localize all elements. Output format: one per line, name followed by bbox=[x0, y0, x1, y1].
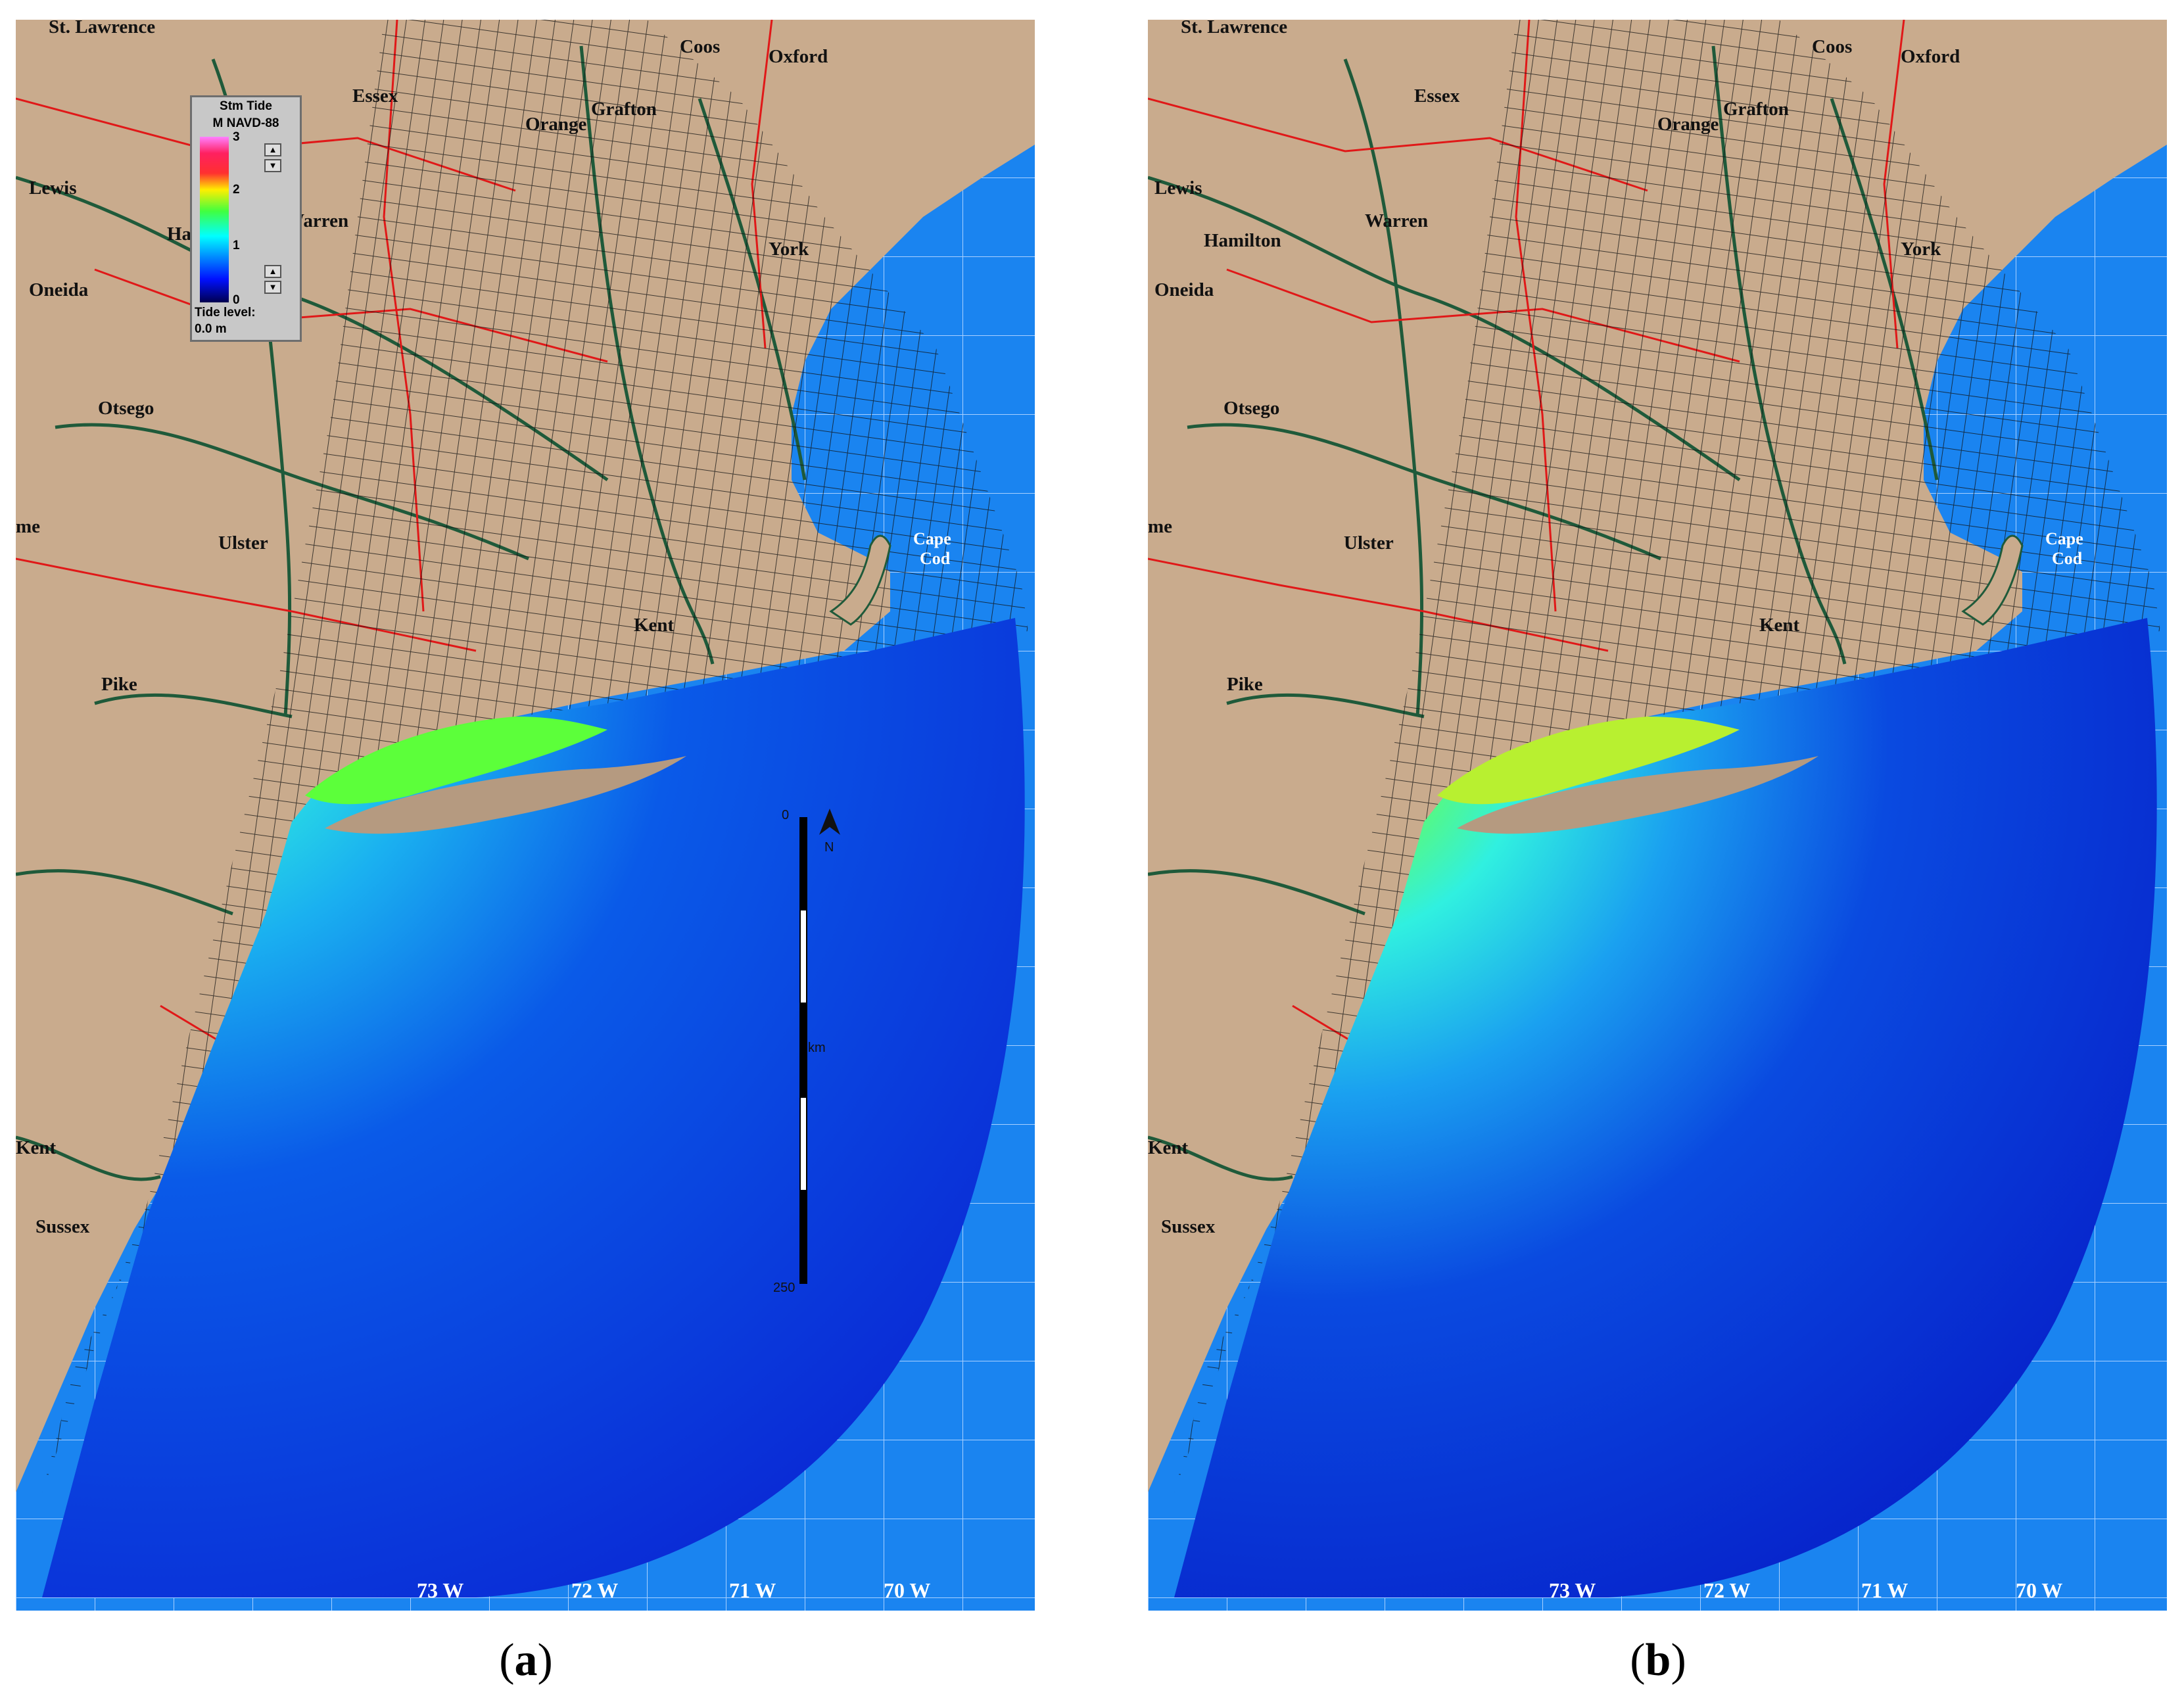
scale-unit: km bbox=[808, 1041, 826, 1055]
longitude-label: 72 W bbox=[1703, 1578, 1750, 1602]
longitude-label: 71 W bbox=[1861, 1578, 1908, 1602]
offset-down-arrow-icon[interactable]: ▼ bbox=[264, 281, 281, 294]
place-label: Pike bbox=[1227, 674, 1263, 695]
place-label: Oxford bbox=[769, 46, 828, 67]
longitude-label: 70 W bbox=[884, 1578, 930, 1602]
place-label: Ulster bbox=[1344, 532, 1394, 554]
caption-letter: b bbox=[1645, 1635, 1671, 1686]
place-label: Kent bbox=[16, 1137, 57, 1158]
longitude-label: 71 W bbox=[729, 1578, 776, 1602]
scale-up-arrow-icon[interactable]: ▲ bbox=[264, 143, 281, 156]
place-label: Orange bbox=[1657, 114, 1719, 135]
place-label: Cod bbox=[2052, 549, 2083, 568]
cape-cod bbox=[1961, 534, 2024, 626]
place-label: Lewis bbox=[29, 177, 77, 199]
place-label: Hamilton bbox=[1204, 230, 1281, 251]
legend-title: Stm Tide bbox=[220, 99, 272, 113]
map-panel-a: St. Lawrence Essex Coos Oxford Grafton O… bbox=[16, 20, 1035, 1611]
tide-level-value[interactable]: 0.0 m bbox=[195, 322, 227, 336]
legend-tick: 1 bbox=[233, 239, 240, 252]
surge-field bbox=[1174, 618, 2157, 1597]
legend-tick: 0 bbox=[233, 293, 240, 307]
place-label: Oxford bbox=[1901, 46, 1960, 67]
place-label: Pike bbox=[101, 674, 137, 695]
place-labels: St. Lawrence Essex Coos Oxford Grafton O… bbox=[16, 20, 951, 1237]
caption-a: (a) bbox=[499, 1635, 553, 1686]
place-label: Lewis bbox=[1154, 177, 1202, 199]
place-label: Grafton bbox=[591, 99, 657, 120]
place-label: York bbox=[769, 239, 809, 260]
caption-b: (b) bbox=[1630, 1635, 1686, 1686]
place-label: Essex bbox=[352, 85, 398, 106]
long-island bbox=[325, 756, 686, 834]
place-labels: St. Lawrence Essex Coos Oxford Grafton O… bbox=[1148, 20, 2083, 1237]
longitude-label: 73 W bbox=[417, 1578, 463, 1602]
tide-level-label: Tide level: bbox=[195, 306, 256, 319]
place-label: Grafton bbox=[1723, 99, 1789, 120]
place-label: Ha bbox=[167, 224, 192, 245]
place-label: Oneida bbox=[1154, 279, 1214, 300]
long-island-sound bbox=[1437, 717, 1740, 805]
storm-tide-map-a: St. Lawrence Essex Coos Oxford Grafton O… bbox=[16, 20, 1035, 1611]
place-label: Otsego bbox=[1223, 398, 1279, 419]
place-label: Coos bbox=[1812, 36, 1852, 57]
scale-down-arrow-icon[interactable]: ▼ bbox=[264, 159, 281, 172]
longitude-label: 73 W bbox=[1549, 1578, 1596, 1602]
place-label: St. Lawrence bbox=[49, 20, 155, 37]
place-label: Otsego bbox=[98, 398, 154, 419]
place-label: Kent bbox=[1148, 1137, 1189, 1158]
scale-end: 250 bbox=[773, 1281, 795, 1295]
north-label: N bbox=[824, 840, 834, 855]
model-mesh bbox=[1174, 20, 2160, 1492]
place-label: Warren bbox=[1365, 210, 1428, 231]
offset-up-arrow-icon[interactable]: ▲ bbox=[264, 265, 281, 278]
cape-cod bbox=[829, 534, 891, 626]
legend-colorbar bbox=[200, 137, 229, 302]
north-arrow-icon bbox=[819, 809, 840, 835]
longitude-label: 72 W bbox=[571, 1578, 618, 1602]
scale-start: 0 bbox=[782, 808, 789, 822]
place-label: York bbox=[1901, 239, 1941, 260]
longitude-labels: 73 W 72 W 71 W 70 W bbox=[417, 1578, 930, 1602]
legend-tick: 2 bbox=[233, 183, 240, 197]
long-island-sound bbox=[305, 717, 607, 805]
legend: Stm Tide M NAVD-88 3 2 1 0 ▲ ▼ ▲ ▼ Tide … bbox=[190, 95, 302, 342]
place-label: Kent bbox=[1759, 615, 1800, 636]
place-label: Orange bbox=[525, 114, 587, 135]
storm-tide-map-b: St. Lawrence Essex Coos Oxford Grafton O… bbox=[1148, 20, 2167, 1611]
place-label: Essex bbox=[1414, 85, 1460, 106]
long-island bbox=[1457, 756, 1818, 834]
scale-bar: 0 250 km N bbox=[773, 808, 840, 1295]
place-label: Kent bbox=[634, 615, 675, 636]
place-label: Cape bbox=[913, 529, 951, 548]
legend-tick: 3 bbox=[233, 130, 240, 144]
longitude-label: 70 W bbox=[2016, 1578, 2062, 1602]
place-label: St. Lawrence bbox=[1181, 20, 1287, 37]
place-label: Cape bbox=[2045, 529, 2083, 548]
caption-letter: a bbox=[514, 1635, 538, 1686]
place-label: me bbox=[16, 516, 40, 537]
map-panel-b: St. Lawrence Essex Coos Oxford Grafton O… bbox=[1148, 20, 2167, 1611]
place-label: Coos bbox=[680, 36, 720, 57]
place-label: Sussex bbox=[36, 1216, 90, 1237]
longitude-labels: 73 W 72 W 71 W 70 W bbox=[1549, 1578, 2062, 1602]
model-mesh bbox=[42, 20, 1028, 1492]
place-label: me bbox=[1148, 516, 1172, 537]
surge-field bbox=[42, 618, 1025, 1597]
place-label: Oneida bbox=[29, 279, 89, 300]
legend-units: M NAVD-88 bbox=[212, 116, 279, 130]
place-label: Ulster bbox=[218, 532, 268, 554]
place-label: Cod bbox=[920, 549, 951, 568]
place-label: Sussex bbox=[1161, 1216, 1216, 1237]
